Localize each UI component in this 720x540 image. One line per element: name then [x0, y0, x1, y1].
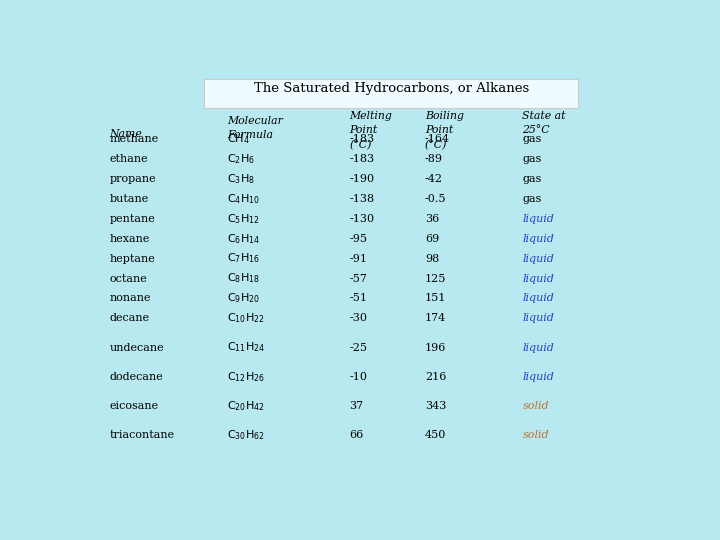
Text: gas: gas — [523, 134, 542, 144]
Text: -183: -183 — [349, 154, 374, 164]
Text: $\mathrm{C_{30}H_{62}}$: $\mathrm{C_{30}H_{62}}$ — [227, 428, 264, 442]
Text: 196: 196 — [425, 342, 446, 353]
Text: -25: -25 — [349, 342, 367, 353]
Text: -89: -89 — [425, 154, 443, 164]
Text: heptane: heptane — [109, 254, 156, 264]
Text: Molecular
Formula: Molecular Formula — [227, 116, 282, 139]
Text: The Saturated Hydrocarbons, or Alkanes: The Saturated Hydrocarbons, or Alkanes — [253, 83, 529, 96]
Text: $\mathrm{C_{11}H_{24}}$: $\mathrm{C_{11}H_{24}}$ — [227, 341, 265, 354]
Text: $\mathrm{C_{10}H_{22}}$: $\mathrm{C_{10}H_{22}}$ — [227, 312, 264, 325]
Text: liquid: liquid — [523, 254, 554, 264]
Text: liquid: liquid — [523, 372, 554, 382]
Text: 125: 125 — [425, 274, 446, 284]
Text: gas: gas — [523, 194, 542, 204]
Text: $\mathrm{C_{9}H_{20}}$: $\mathrm{C_{9}H_{20}}$ — [227, 292, 260, 306]
Text: liquid: liquid — [523, 342, 554, 353]
Text: $\mathrm{C_{12}H_{26}}$: $\mathrm{C_{12}H_{26}}$ — [227, 370, 264, 383]
Text: -190: -190 — [349, 174, 374, 184]
Text: butane: butane — [109, 194, 149, 204]
Text: 37: 37 — [349, 401, 364, 411]
Text: triacontane: triacontane — [109, 430, 175, 440]
Text: -0.5: -0.5 — [425, 194, 446, 204]
Text: gas: gas — [523, 154, 542, 164]
Text: dodecane: dodecane — [109, 372, 163, 382]
Text: $\mathrm{C_{5}H_{12}}$: $\mathrm{C_{5}H_{12}}$ — [227, 212, 259, 226]
Text: decane: decane — [109, 313, 150, 323]
Text: gas: gas — [523, 174, 542, 184]
Text: 66: 66 — [349, 430, 364, 440]
Text: 343: 343 — [425, 401, 446, 411]
Text: 450: 450 — [425, 430, 446, 440]
Text: nonane: nonane — [109, 293, 151, 303]
Text: $\mathrm{C_{8}H_{18}}$: $\mathrm{C_{8}H_{18}}$ — [227, 272, 260, 286]
FancyBboxPatch shape — [204, 79, 578, 109]
Text: $\mathrm{C_{6}H_{14}}$: $\mathrm{C_{6}H_{14}}$ — [227, 232, 260, 246]
Text: hexane: hexane — [109, 234, 150, 244]
Text: $\mathrm{C_{20}H_{42}}$: $\mathrm{C_{20}H_{42}}$ — [227, 399, 264, 413]
Text: eicosane: eicosane — [109, 401, 158, 411]
Text: Boiling
Point
(°C): Boiling Point (°C) — [425, 111, 464, 150]
Text: -130: -130 — [349, 214, 374, 224]
Text: octane: octane — [109, 274, 148, 284]
Text: $\mathrm{C_{3}H_{8}}$: $\mathrm{C_{3}H_{8}}$ — [227, 172, 255, 186]
Text: 36: 36 — [425, 214, 439, 224]
Text: liquid: liquid — [523, 214, 554, 224]
Text: -51: -51 — [349, 293, 367, 303]
Text: -95: -95 — [349, 234, 367, 244]
Text: 98: 98 — [425, 254, 439, 264]
Text: -183: -183 — [349, 134, 374, 144]
Text: liquid: liquid — [523, 234, 554, 244]
Text: solid: solid — [523, 401, 549, 411]
Text: liquid: liquid — [523, 313, 554, 323]
Text: -10: -10 — [349, 372, 367, 382]
Text: $\mathrm{CH_{4}}$: $\mathrm{CH_{4}}$ — [227, 132, 250, 146]
Text: $\mathrm{C_{4}H_{10}}$: $\mathrm{C_{4}H_{10}}$ — [227, 192, 260, 206]
Text: 69: 69 — [425, 234, 439, 244]
Text: $\mathrm{C_{2}H_{6}}$: $\mathrm{C_{2}H_{6}}$ — [227, 152, 255, 166]
Text: -30: -30 — [349, 313, 367, 323]
Text: -42: -42 — [425, 174, 443, 184]
Text: ethane: ethane — [109, 154, 148, 164]
Text: State at
25°C: State at 25°C — [523, 111, 566, 136]
Text: -57: -57 — [349, 274, 367, 284]
Text: Name: Name — [109, 129, 143, 139]
Text: liquid: liquid — [523, 293, 554, 303]
Text: Melting
Point
(°C): Melting Point (°C) — [349, 111, 392, 150]
Text: methane: methane — [109, 134, 159, 144]
Text: 216: 216 — [425, 372, 446, 382]
Text: pentane: pentane — [109, 214, 156, 224]
Text: 151: 151 — [425, 293, 446, 303]
Text: $\mathrm{C_{7}H_{16}}$: $\mathrm{C_{7}H_{16}}$ — [227, 252, 260, 266]
Text: liquid: liquid — [523, 274, 554, 284]
Text: undecane: undecane — [109, 342, 164, 353]
Text: -164: -164 — [425, 134, 450, 144]
Text: 174: 174 — [425, 313, 446, 323]
Text: propane: propane — [109, 174, 156, 184]
Text: -91: -91 — [349, 254, 367, 264]
Text: -138: -138 — [349, 194, 374, 204]
Text: solid: solid — [523, 430, 549, 440]
